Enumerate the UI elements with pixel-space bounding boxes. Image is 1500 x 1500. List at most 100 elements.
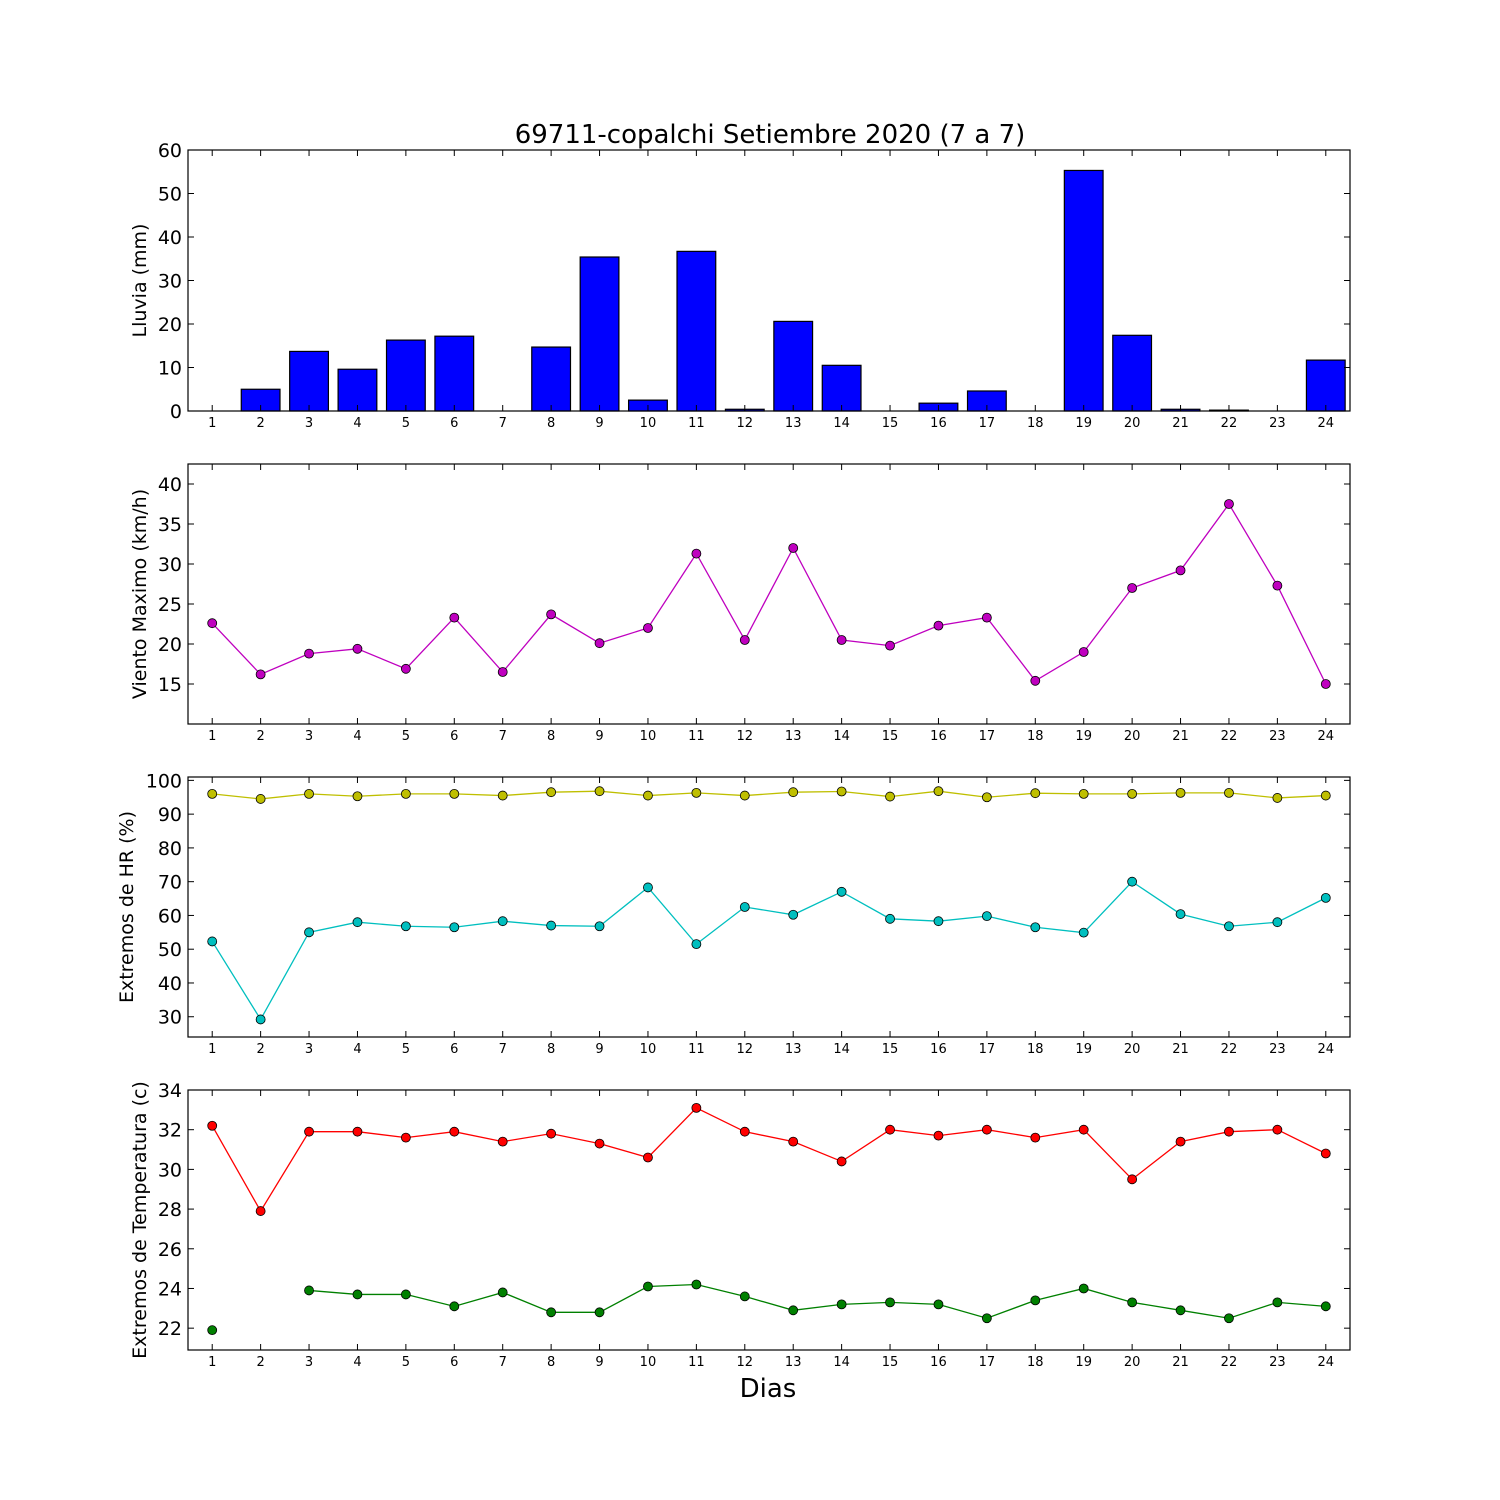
x-tick-label: 20 — [1124, 1355, 1141, 1370]
data-point — [207, 1325, 218, 1336]
x-tick-label: 12 — [737, 416, 754, 431]
x-tick-label: 21 — [1172, 1355, 1189, 1370]
data-point — [207, 788, 218, 799]
y-tick-label: 32 — [158, 1120, 182, 1142]
y-tick-label: 25 — [158, 594, 182, 616]
data-point — [1224, 921, 1234, 932]
x-tick-label: 24 — [1318, 1355, 1335, 1370]
data-point — [885, 1124, 895, 1135]
data-point — [400, 788, 411, 799]
x-tick-label: 10 — [640, 729, 657, 744]
x-tick-label: 10 — [640, 416, 657, 431]
x-tick-label: 7 — [499, 416, 507, 431]
data-point — [1078, 647, 1089, 657]
x-tick-label: 1 — [208, 1042, 216, 1057]
data-point — [497, 667, 508, 677]
data-point — [594, 921, 605, 932]
data-point — [643, 790, 653, 801]
y-tick-label: 40 — [158, 973, 182, 995]
x-tick-label: 2 — [256, 1042, 264, 1057]
plot-frame — [187, 1089, 1351, 1351]
x-tick-label: 7 — [499, 729, 507, 744]
data-point — [739, 1291, 750, 1302]
x-tick-label: 17 — [979, 729, 996, 744]
y-axis-label: Lluvia (mm) — [129, 224, 151, 338]
x-tick-label: 15 — [882, 729, 899, 744]
data-point — [788, 1305, 799, 1316]
data-point — [981, 1313, 992, 1324]
x-tick-label: 5 — [402, 416, 410, 431]
bar — [337, 368, 378, 412]
x-axis-label: Dias — [740, 1374, 797, 1404]
x-tick-label: 23 — [1269, 1042, 1286, 1057]
data-point — [1175, 565, 1186, 576]
data-point — [207, 618, 218, 629]
x-tick-label: 2 — [256, 729, 264, 744]
data-point — [449, 922, 460, 933]
data-point — [304, 648, 314, 659]
data-point — [836, 635, 847, 645]
data-point — [255, 1014, 266, 1025]
data-point — [304, 788, 314, 799]
data-point — [449, 1301, 460, 1312]
chart-panels: 1 2 3 4 5 6 7 8 9 10 11 12 13 14 15 16 17 18 19 20 21 22 23 240… — [116, 140, 1351, 1370]
chart-title: 69711-copalchi Setiembre 2020 (7 a 7) — [515, 120, 1026, 150]
x-tick-label: 11 — [688, 1355, 705, 1370]
data-point — [1078, 788, 1089, 799]
data-point — [981, 1124, 992, 1135]
chart-panel-1: 1 2 3 4 5 6 7 8 9 10 11 12 13 14 15 16 17 18 19 20 21 22 23 240… — [129, 140, 1351, 431]
data-point — [1272, 793, 1283, 803]
data-point — [1224, 1313, 1234, 1324]
y-tick-label: 34 — [158, 1080, 182, 1102]
data-point — [352, 1289, 363, 1300]
x-tick-label: 10 — [640, 1042, 657, 1057]
series-line — [211, 880, 1327, 1021]
data-point — [836, 886, 847, 897]
x-tick-label: 18 — [1027, 1355, 1044, 1370]
data-point — [1030, 1132, 1041, 1143]
data-point — [885, 791, 895, 802]
data-point — [1030, 922, 1041, 933]
x-tick-label: 14 — [833, 1042, 850, 1057]
x-tick-label: 9 — [595, 416, 603, 431]
data-point — [1127, 788, 1138, 799]
x-tick-label: 13 — [785, 729, 802, 744]
data-point — [788, 787, 799, 798]
data-point — [255, 1206, 266, 1216]
x-tick-label: 8 — [547, 1355, 555, 1370]
data-point — [788, 1136, 799, 1147]
data-point — [933, 916, 944, 927]
x-tick-label: 23 — [1269, 1355, 1286, 1370]
data-point — [255, 794, 266, 804]
x-tick-label: 5 — [402, 729, 410, 744]
data-point — [643, 1281, 653, 1292]
data-point — [1320, 790, 1331, 801]
data-point — [1030, 788, 1041, 799]
bar — [1112, 334, 1153, 412]
x-tick-label: 11 — [688, 416, 705, 431]
x-tick-label: 8 — [547, 416, 555, 431]
x-tick-label: 12 — [737, 1042, 754, 1057]
x-tick-label: 13 — [785, 1042, 802, 1057]
x-tick-label: 24 — [1318, 729, 1335, 744]
data-point — [1078, 1124, 1089, 1135]
data-point — [739, 790, 750, 801]
y-tick-label: 40 — [158, 227, 182, 249]
data-point — [352, 791, 363, 802]
data-point — [449, 1126, 460, 1137]
data-point — [885, 1297, 895, 1308]
x-tick-label: 9 — [595, 1355, 603, 1370]
data-point — [449, 612, 460, 623]
data-point — [691, 1279, 702, 1290]
x-tick-label: 4 — [353, 1042, 361, 1057]
data-point — [546, 787, 557, 798]
x-tick-label: 14 — [833, 416, 850, 431]
x-tick-label: 3 — [305, 729, 313, 744]
x-tick-label: 6 — [450, 729, 458, 744]
x-tick-label: 19 — [1075, 729, 1092, 744]
series-line — [211, 1107, 1327, 1213]
data-point — [1224, 787, 1234, 798]
bar — [773, 320, 814, 412]
data-point — [304, 1285, 314, 1296]
